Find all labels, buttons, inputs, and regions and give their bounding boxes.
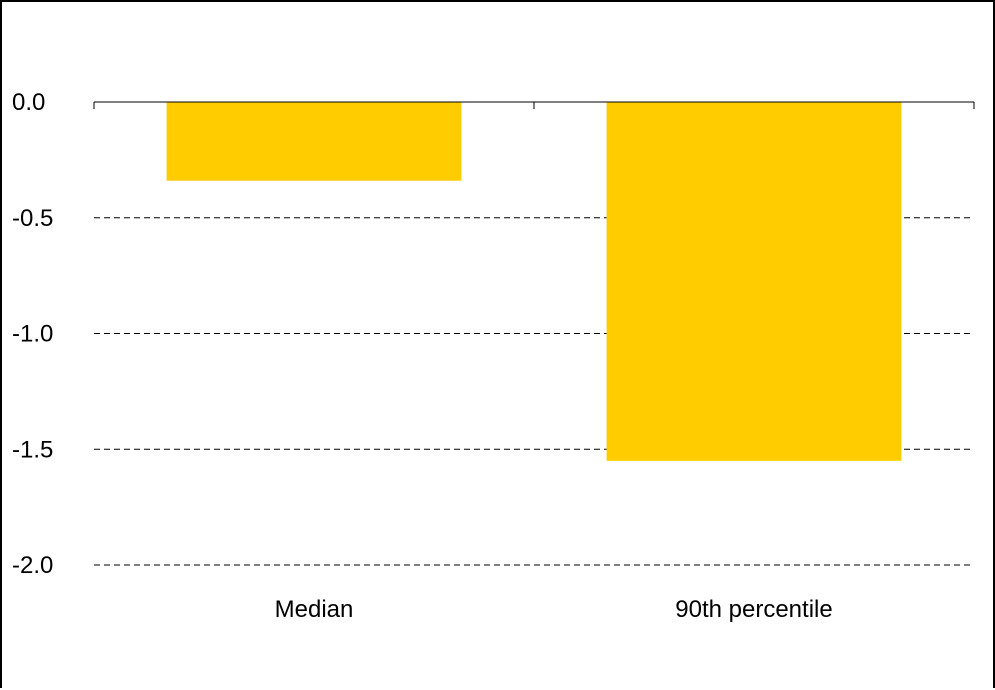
x-category-label: 90th percentile: [675, 596, 832, 623]
bars: [166, 102, 902, 461]
x-axis-category-labels: Median 90th percentile: [275, 596, 833, 623]
y-tick-label: -1.5: [12, 436, 53, 463]
y-tick-label: -2.0: [12, 552, 53, 579]
bar: [166, 102, 462, 181]
y-tick-label: -1.0: [12, 321, 53, 348]
bar: [606, 102, 902, 461]
y-tick-label: 0.0: [12, 89, 45, 116]
y-axis-tick-labels: 0.0 -0.5 -1.0 -1.5 -2.0: [12, 89, 53, 579]
x-category-label: Median: [275, 596, 354, 623]
y-tick-label: -0.5: [12, 205, 53, 232]
x-axis: [93, 101, 975, 109]
